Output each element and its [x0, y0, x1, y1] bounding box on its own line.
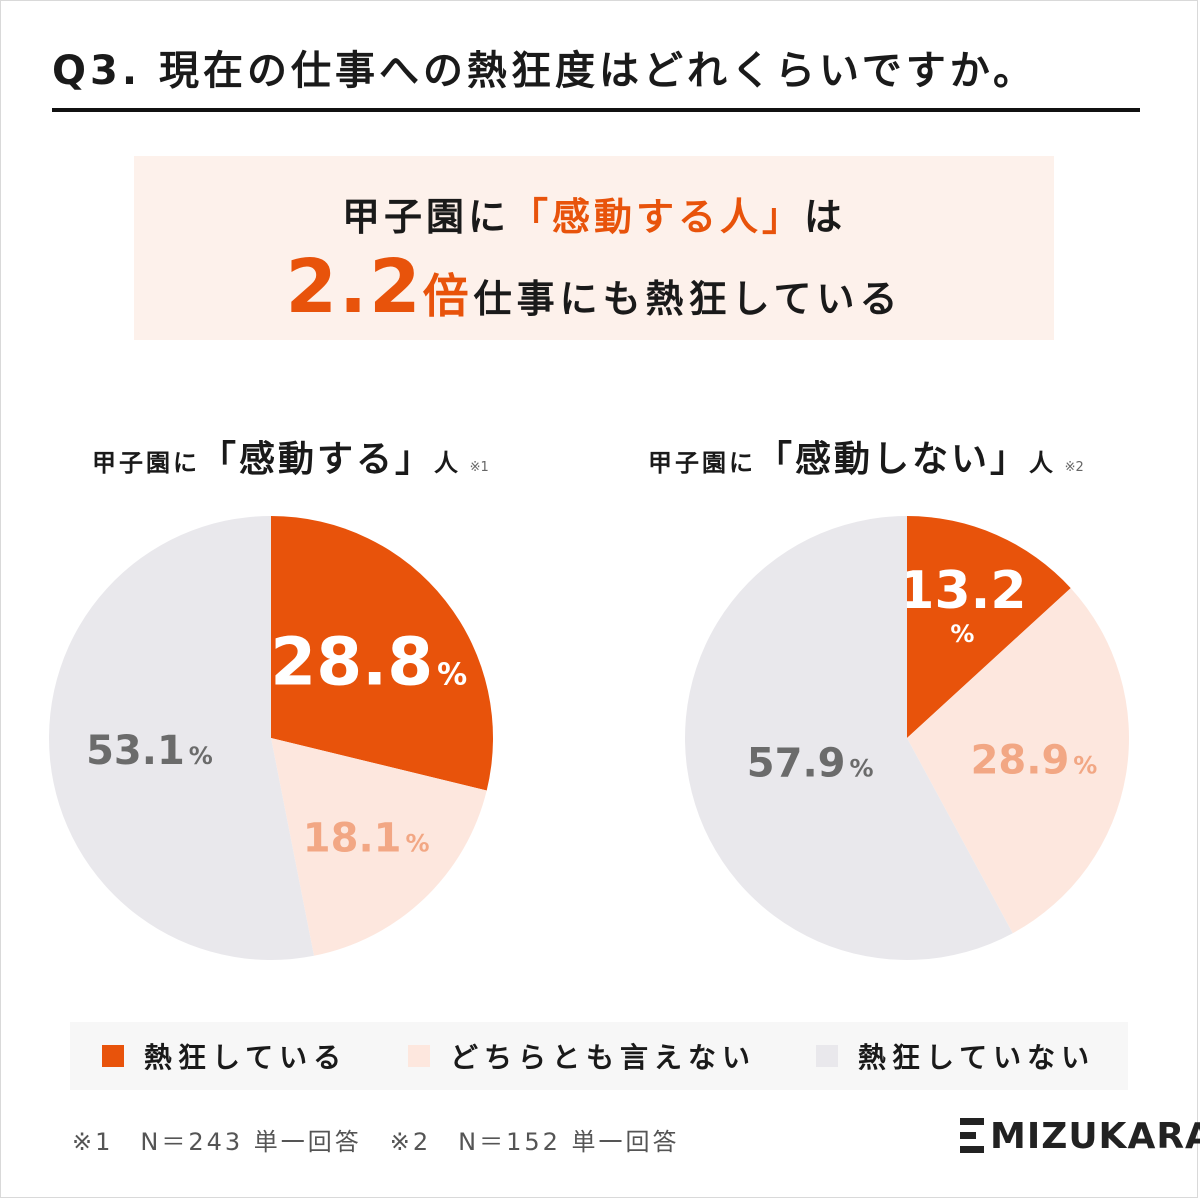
pie-right-label-neutral: 28.9% [971, 737, 1098, 783]
pie-right-label-not: 57.9% [747, 741, 874, 787]
banner-line2-text: 仕事にも熱狂している [473, 277, 903, 321]
pie-title-left-main: 「感動する」 [200, 439, 435, 480]
footnotes: ※1 N＝243 単一回答 ※2 N＝152 単一回答 [72, 1122, 708, 1157]
headline-banner: 甲子園に「感動する人」は 2.2倍仕事にも熱狂している [134, 156, 1054, 340]
pie-right-slice-neutral [907, 588, 1129, 934]
brand-logo: MIZUKARA [960, 1112, 1200, 1160]
legend-label-enthusiastic: 熱狂している [144, 1041, 348, 1074]
logo-mark-icon [960, 1116, 984, 1156]
banner-post: は [804, 195, 847, 239]
pie-title-left: 甲子園に「感動する」人 ※1 [92, 430, 489, 482]
pie-title-left-note: ※1 [469, 460, 489, 475]
pie-right-slice-enthusiastic [907, 516, 1071, 738]
legend: 熱狂している どちらとも言えない 熱狂していない [70, 1022, 1128, 1090]
banner-ratio-unit: 倍 [422, 269, 474, 323]
banner-line2: 2.2倍仕事にも熱狂している [134, 244, 1054, 330]
pie-right-unit-enthusiastic: % [950, 620, 974, 648]
legend-label-neutral: どちらとも言えない [450, 1041, 757, 1074]
pie-title-right-pre: 甲子園に [648, 449, 756, 477]
pie-left-label-not: 53.1% [86, 728, 213, 774]
pie-left-slice-enthusiastic [271, 516, 494, 791]
legend-item-not: 熱狂していない [816, 1036, 1095, 1076]
pie-title-right-note: ※2 [1064, 460, 1084, 475]
pie-title-left-post: 人 [434, 449, 462, 477]
pie-right-label-enthusiastic: 13.2 [898, 561, 1026, 621]
footnote-2: ※2 N＝152 単一回答 [389, 1128, 680, 1156]
pie-title-left-pre: 甲子園に [92, 449, 200, 477]
pie-right-slice-not [684, 516, 1013, 961]
pie-title-right-post: 人 [1029, 449, 1057, 477]
footnote-1: ※1 N＝243 単一回答 [72, 1128, 362, 1156]
pie-title-right-main: 「感動しない」 [756, 439, 1030, 480]
legend-swatch-neutral [408, 1045, 430, 1067]
pie-left-label-neutral: 18.1% [303, 815, 430, 861]
pie-left-label-enthusiastic: 28.8% [270, 623, 467, 700]
logo-text: MIZUKARA [990, 1115, 1200, 1157]
legend-swatch-not [816, 1045, 838, 1067]
page-title: Q3. 現在の仕事への熱狂度はどれくらいですか。 [52, 38, 1140, 112]
legend-label-not: 熱狂していない [858, 1041, 1096, 1074]
banner-line1: 甲子園に「感動する人」は [134, 186, 1054, 241]
banner-accent: 「感動する人」 [509, 195, 804, 239]
legend-item-enthusiastic: 熱狂している [102, 1036, 347, 1076]
pie-left-slice-neutral [271, 738, 487, 956]
legend-swatch-enthusiastic [102, 1045, 124, 1067]
banner-ratio: 2.2 [285, 244, 423, 330]
pie-left-slice-not [49, 516, 314, 960]
banner-pre: 甲子園に [341, 195, 510, 239]
legend-item-neutral: どちらとも言えない [408, 1036, 756, 1076]
pie-title-right: 甲子園に「感動しない」人 ※2 [648, 430, 1084, 482]
